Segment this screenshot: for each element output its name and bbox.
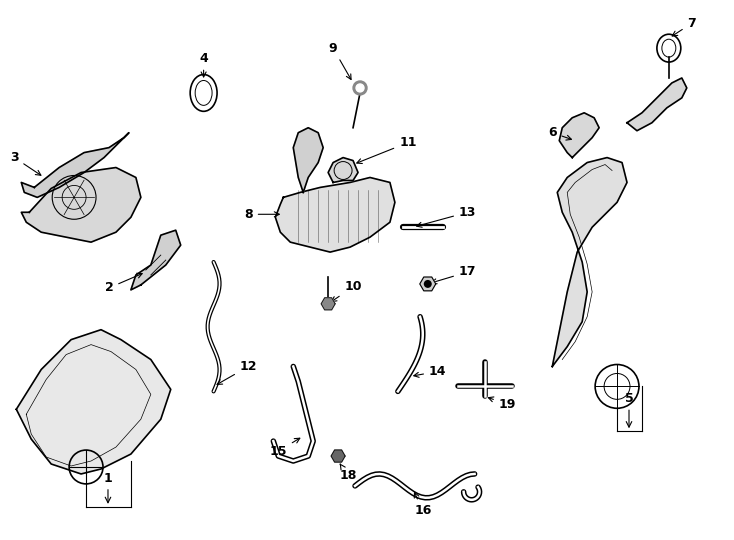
Text: 13: 13 [417,206,476,227]
Text: 17: 17 [432,266,476,284]
Polygon shape [131,230,181,290]
Circle shape [424,280,432,288]
Text: 5: 5 [625,392,633,406]
Polygon shape [21,133,129,198]
Text: 7: 7 [672,17,696,36]
Polygon shape [331,450,345,462]
Polygon shape [16,330,171,474]
Polygon shape [294,128,323,192]
Polygon shape [552,158,627,367]
Text: 2: 2 [105,273,142,294]
Polygon shape [559,113,599,158]
Polygon shape [275,178,395,252]
Text: 6: 6 [548,126,571,140]
Text: 9: 9 [329,42,351,79]
Polygon shape [21,167,141,242]
Text: 4: 4 [199,52,208,77]
Text: 16: 16 [414,492,432,517]
Text: 14: 14 [414,365,446,378]
Circle shape [353,81,367,95]
Text: 19: 19 [488,397,516,411]
Text: 1: 1 [103,472,112,485]
Text: 10: 10 [332,280,362,301]
Text: 11: 11 [357,136,417,164]
Text: 12: 12 [217,360,257,384]
Text: 15: 15 [269,438,299,457]
Polygon shape [328,158,358,183]
Polygon shape [321,298,335,310]
Polygon shape [420,277,436,291]
Polygon shape [627,78,687,131]
Circle shape [356,84,364,92]
Text: 3: 3 [10,151,41,176]
Text: 8: 8 [244,208,280,221]
Text: 18: 18 [339,464,357,482]
